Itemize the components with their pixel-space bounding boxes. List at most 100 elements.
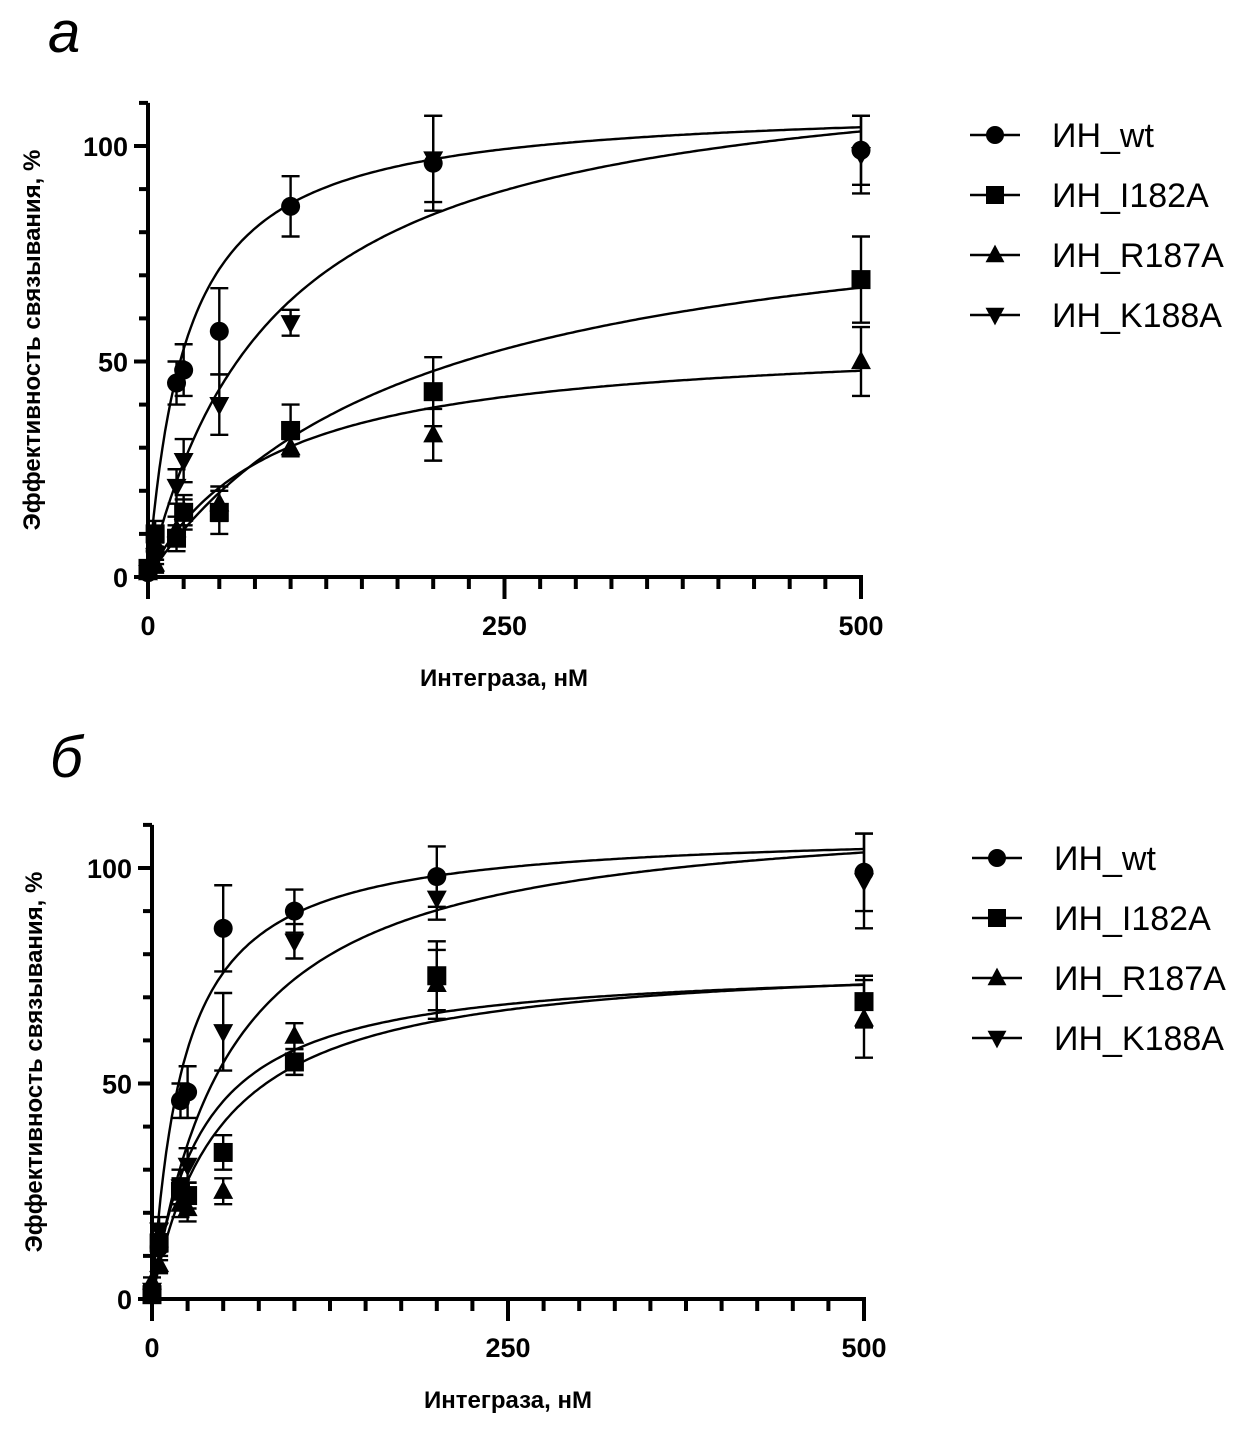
- data-point: [281, 420, 301, 440]
- y-axis-title: Эффективность связывания, %: [21, 872, 48, 1253]
- data-point: [213, 1024, 234, 1043]
- x-tick-label: 0: [140, 611, 155, 641]
- legend-marker-square: [986, 186, 1004, 204]
- legend: ИН_wt ИН_I182A ИН_R187A ИН_K188A: [972, 840, 1226, 1058]
- data-point: [284, 901, 304, 921]
- data-point: [280, 315, 301, 334]
- legend-marker-triangle-up: [987, 967, 1007, 986]
- fit-curve-ИН_K188A: [146, 130, 862, 578]
- data-point: [427, 867, 447, 887]
- fit-curve-ИН_wt: [146, 126, 862, 578]
- legend-marker-triangle-up: [985, 244, 1005, 263]
- data-point: [423, 151, 444, 170]
- data-point: [426, 973, 447, 992]
- data-point: [851, 270, 871, 290]
- data-point: [281, 196, 301, 216]
- legend-label: ИН_I182A: [1052, 177, 1209, 215]
- legend-marker-square: [988, 909, 1006, 927]
- panel-label: а: [48, 0, 80, 65]
- data-point: [284, 1052, 304, 1072]
- data-point: [174, 360, 194, 380]
- legend-marker-triangle-down: [985, 307, 1005, 326]
- data-point: [170, 1179, 191, 1198]
- y-tick-label: 100: [83, 132, 128, 162]
- data-point: [284, 933, 305, 953]
- legend: ИН_wt ИН_I182A ИН_R187A ИН_K188A: [970, 117, 1224, 335]
- legend-label: ИН_K188A: [1052, 297, 1222, 335]
- data-point: [149, 1253, 170, 1273]
- axes: 0 50 100 0 250 500: [83, 100, 884, 641]
- legend-item: ИН_I182A: [970, 177, 1209, 215]
- legend-item: ИН_R187A: [970, 237, 1224, 275]
- legend-item: ИН_wt: [970, 117, 1154, 155]
- data-point: [149, 1233, 169, 1253]
- legend-label: ИН_I182A: [1054, 900, 1211, 938]
- data-point: [423, 423, 444, 443]
- data-point: [177, 1157, 198, 1177]
- data-point: [209, 321, 229, 341]
- data-point: [426, 890, 447, 910]
- fit-curve-ИН_K188A: [150, 851, 865, 1300]
- x-tick-label: 250: [482, 611, 527, 641]
- data-point: [280, 436, 301, 456]
- legend-label: ИН_R187A: [1052, 237, 1224, 275]
- legend-item: ИН_wt: [972, 840, 1156, 878]
- data-point: [213, 918, 233, 938]
- error-bars: [143, 832, 873, 1301]
- data-point: [854, 992, 874, 1012]
- fit-curve-ИН_wt: [150, 847, 865, 1300]
- y-axis-title: Эффективность связывания, %: [19, 150, 46, 531]
- legend-item: ИН_R187A: [972, 960, 1226, 998]
- legend-label: ИН_K188A: [1054, 1020, 1224, 1058]
- x-tick-label: 500: [841, 1333, 886, 1363]
- legend-marker-circle: [988, 849, 1006, 867]
- y-tick-label: 0: [113, 563, 128, 593]
- data-point: [178, 1082, 198, 1102]
- legend-marker-triangle-down: [987, 1030, 1007, 1049]
- legend-label: ИН_wt: [1052, 117, 1154, 155]
- data-points: [142, 862, 874, 1305]
- legend-label: ИН_R187A: [1054, 960, 1226, 998]
- data-point: [851, 350, 871, 370]
- data-point: [851, 147, 871, 166]
- data-points: [138, 140, 871, 584]
- fit-curves: [150, 847, 865, 1300]
- axes: 0 50 100 0 250 500: [87, 822, 887, 1363]
- data-point: [173, 501, 194, 520]
- data-point: [213, 1180, 234, 1199]
- data-point: [209, 492, 230, 512]
- data-point: [423, 382, 443, 402]
- legend-item: ИН_I182A: [972, 900, 1211, 938]
- data-point: [854, 873, 874, 892]
- data-point: [177, 1197, 198, 1217]
- x-tick-label: 250: [485, 1333, 530, 1363]
- data-point: [173, 453, 194, 472]
- data-point: [145, 547, 166, 567]
- x-tick-label: 500: [838, 611, 883, 641]
- chart-panel-b: б 0 50 100 0 250 500 Интеграза, нМ Эффективно…: [21, 725, 1226, 1414]
- legend-item: ИН_K188A: [970, 297, 1222, 335]
- legend-label: ИН_wt: [1054, 840, 1156, 878]
- y-tick-label: 50: [102, 1070, 132, 1100]
- y-tick-label: 50: [98, 348, 128, 378]
- legend-item: ИН_K188A: [972, 1020, 1224, 1058]
- y-tick-label: 100: [87, 854, 132, 884]
- fit-curve-ИН_I182A: [150, 983, 865, 1300]
- fit-curve-ИН_R187A: [146, 369, 862, 578]
- data-point: [166, 518, 187, 538]
- chart-panel-a: а 0 50 100 0 250 500 Интеграза, нМ Эффективно…: [19, 0, 1224, 692]
- data-point: [149, 1222, 170, 1241]
- fit-curves: [146, 126, 862, 578]
- data-point: [166, 478, 187, 498]
- fit-curve-ИН_I182A: [147, 286, 862, 578]
- panel-label: б: [50, 725, 85, 790]
- data-point: [284, 1025, 305, 1044]
- fit-curve-ИН_R187A: [150, 983, 865, 1300]
- x-axis-title: Интеграза, нМ: [420, 665, 588, 692]
- data-point: [145, 524, 165, 544]
- legend-marker-circle: [986, 126, 1004, 144]
- y-tick-label: 0: [117, 1285, 132, 1315]
- x-tick-label: 0: [144, 1333, 159, 1363]
- data-point: [854, 1007, 874, 1027]
